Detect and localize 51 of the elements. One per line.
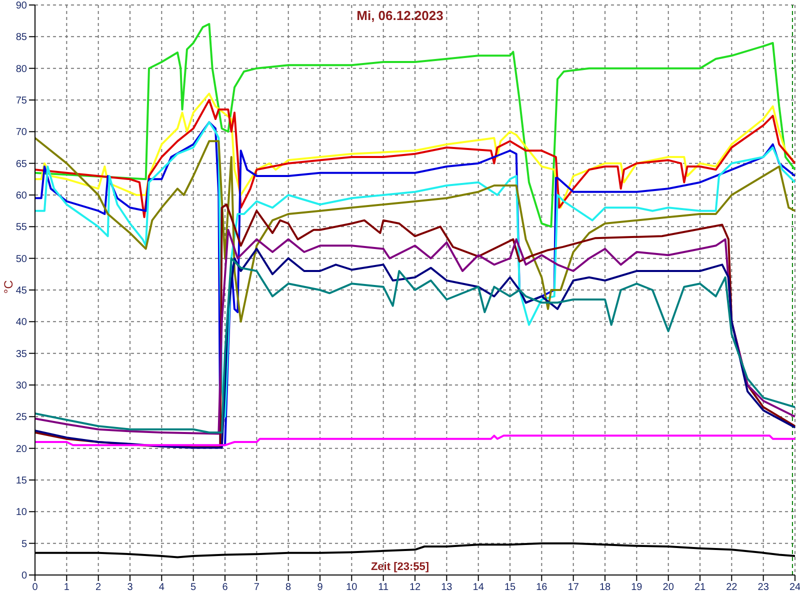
y-tick-label: 25 <box>16 412 28 424</box>
y-tick-label: 20 <box>16 444 28 455</box>
x-tick-label: 23 <box>758 582 770 594</box>
y-tick-label: 10 <box>16 507 28 518</box>
y-tick-label: 30 <box>16 380 28 392</box>
x-axis-title: Zeit [23:55] <box>370 561 430 573</box>
chart-title: Mi, 06.12.2023 <box>356 8 444 23</box>
x-tick-label: 3 <box>127 582 134 594</box>
y-tick-label: 15 <box>16 476 28 487</box>
x-tick-label: 6 <box>222 582 228 594</box>
x-tick-label: 22 <box>726 582 738 594</box>
line-series <box>35 434 795 446</box>
x-tick-label: 5 <box>190 582 197 594</box>
y-tick-label: 75 <box>16 96 28 107</box>
x-tick-label: 8 <box>286 582 292 594</box>
line-series <box>35 204 795 448</box>
x-tick-label: 7 <box>254 582 260 594</box>
y-tick-label: 90 <box>16 0 28 12</box>
x-tick-label: 12 <box>409 582 421 594</box>
line-series <box>35 137 795 323</box>
x-tick-label: 18 <box>599 582 611 594</box>
y-tick-label: 35 <box>16 348 28 360</box>
y-tick-label: 55 <box>16 222 28 234</box>
x-tick-label: 16 <box>536 582 548 594</box>
y-tick-label: 40 <box>16 317 28 328</box>
y-tick-label: 0 <box>21 570 28 582</box>
y-tick-label: 65 <box>16 158 28 170</box>
x-tick-label: 14 <box>472 582 484 594</box>
y-tick-label: 45 <box>16 286 28 297</box>
x-tick-label: 1 <box>64 582 70 594</box>
x-tick-label: 24 <box>789 582 800 594</box>
x-tick-label: 19 <box>631 582 643 594</box>
x-tick-label: 20 <box>662 582 674 594</box>
x-tick-label: 15 <box>504 582 516 594</box>
y-tick-label: 70 <box>16 127 28 138</box>
x-tick-label: 11 <box>378 582 389 594</box>
x-tick-label: 2 <box>96 582 102 594</box>
x-tick-label: 21 <box>694 582 706 594</box>
y-tick-label: 60 <box>16 190 28 202</box>
x-tick-label: 0 <box>32 582 38 594</box>
x-tick-label: 17 <box>568 582 580 594</box>
x-tick-label: 13 <box>441 582 453 594</box>
y-tick-label: 5 <box>21 538 28 550</box>
x-tick-label: 4 <box>158 582 165 594</box>
x-tick-label: 9 <box>317 582 324 594</box>
y-tick-label: 50 <box>16 254 28 265</box>
y-axis-title: °C <box>2 280 16 294</box>
x-tick-label: 10 <box>346 582 358 594</box>
y-tick-label: 85 <box>16 32 28 44</box>
line-series <box>35 23 795 228</box>
y-tick-label: 80 <box>16 64 28 75</box>
